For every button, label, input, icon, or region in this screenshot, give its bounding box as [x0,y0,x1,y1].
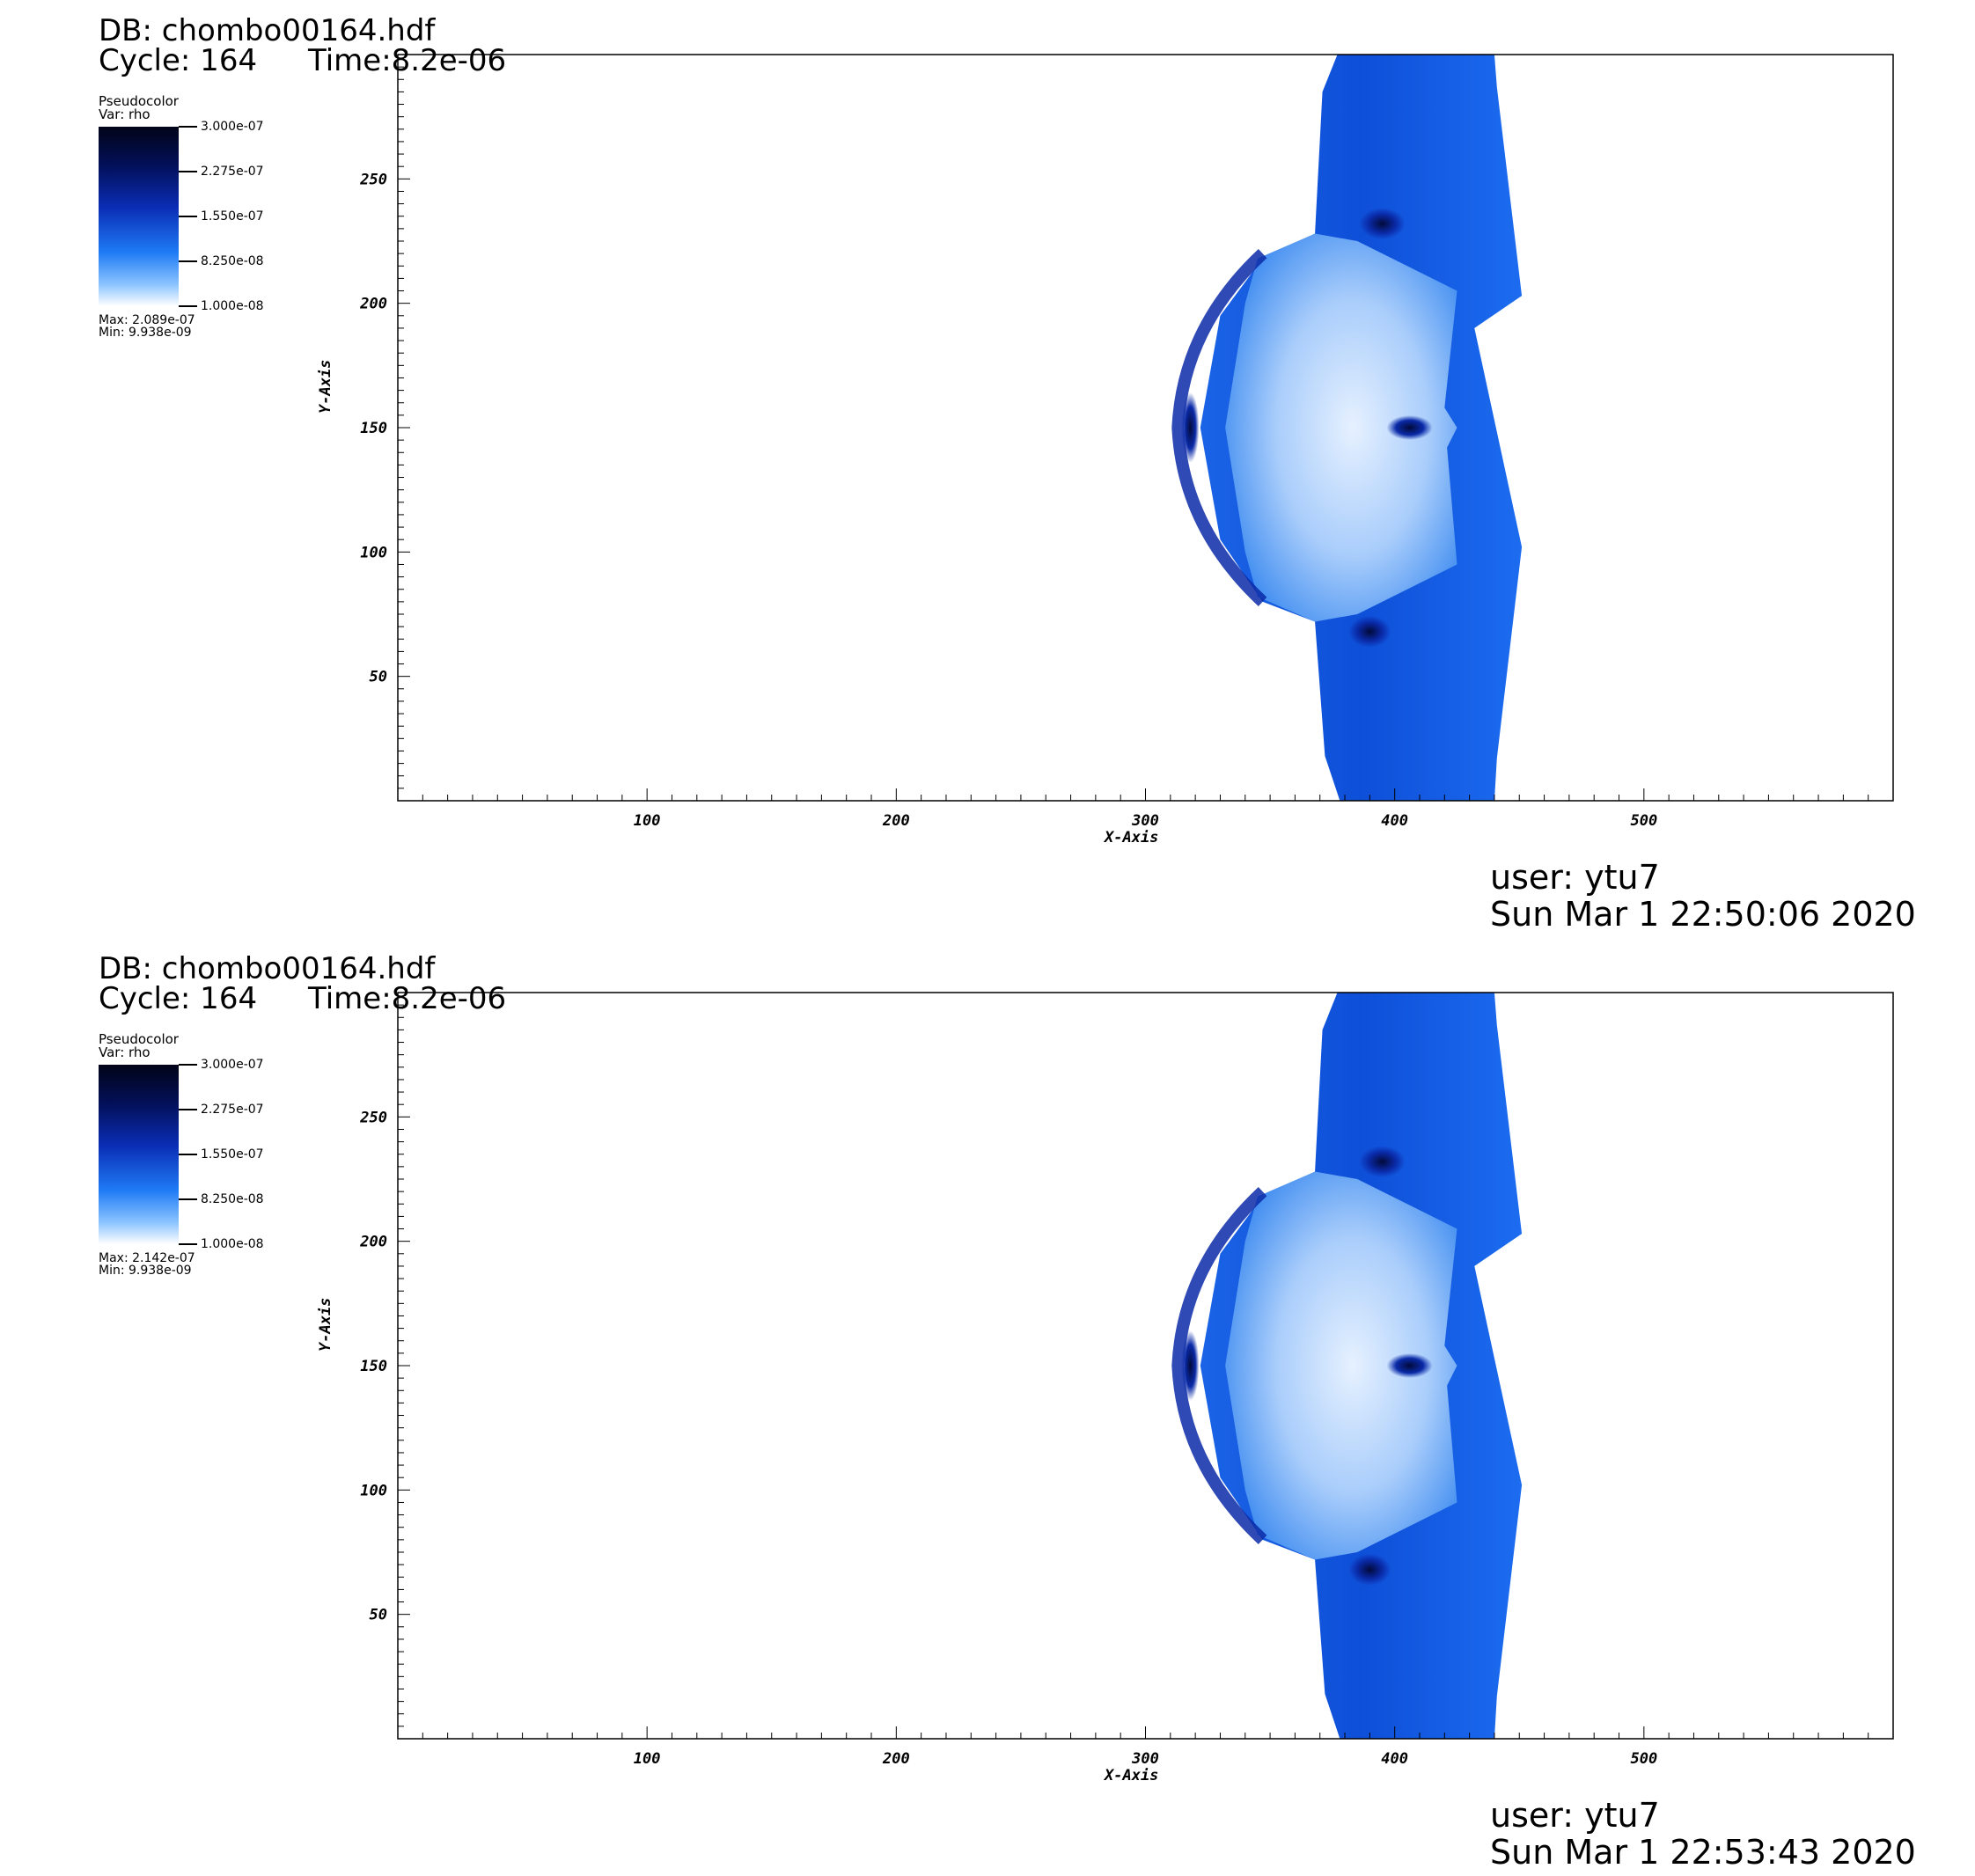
time-label: Time:8.2e-06 [308,43,507,78]
density-field [1171,993,1523,1739]
database-label: DB: chombo00164.hdf [99,13,436,48]
colorbar-tick-label: 3.000e-07 [201,120,264,134]
density-field [1171,55,1523,801]
density-knot [1386,415,1433,440]
colorbar-tick-label: 1.000e-08 [201,299,264,313]
user-label: user: ytu7 [1490,858,1660,897]
colorbar-tick-label: 2.275e-07 [201,165,264,179]
bow-shock-rim [1171,249,1267,606]
colorbar-tick [179,1064,197,1066]
legend-min: Min: 9.938e-09 [99,1264,192,1278]
y-tick-label: 200 [359,1234,387,1251]
density-knot [1181,392,1200,463]
colorbar-tick-label: 8.250e-08 [201,254,264,268]
rarefied-bubble [1225,1171,1457,1560]
heatmap-plot: 100 200 300 400 500 50 100 150 200 250 [359,54,1894,830]
y-tick-label: 150 [360,420,387,437]
plot-frame [397,54,1894,802]
date-label: Sun Mar 1 22:53:43 2020 [1490,1833,1916,1872]
colorbar [99,127,179,306]
colorbar-tick [179,171,197,172]
legend-max: Max: 2.142e-07 [99,1251,195,1265]
legend-variable: Var: rho [99,1044,151,1060]
y-tick-label: 100 [360,544,387,561]
plot-panel-2: DB: chombo00164.hdf Cycle: 164 Time:8.2e… [0,938,1975,1876]
colorbar-tick [179,1154,197,1155]
colorbar-tick-label: 3.000e-07 [201,1058,264,1072]
date-label: Sun Mar 1 22:50:06 2020 [1490,895,1916,934]
heatmap-plot: 100 200 300 400 500 50 100 150 200 250 [359,992,1894,1768]
x-axis-title: X-Axis [1105,1767,1159,1784]
x-axis-title: X-Axis [1105,829,1159,846]
x-tick-label: 200 [882,1750,910,1768]
colorbar-tick-label: 1.550e-07 [201,209,264,224]
colorbar-tick [179,1198,197,1200]
time-label: Time:8.2e-06 [308,981,507,1016]
density-knot [1359,208,1406,240]
density-knot [1348,1553,1391,1586]
cycle-label: Cycle: 164 [99,43,258,78]
legend-max: Max: 2.089e-07 [99,313,195,327]
colorbar [99,1065,179,1244]
y-tick-label: 100 [360,1482,387,1499]
y-tick-label: 150 [360,1358,387,1375]
x-tick-label: 300 [1131,1750,1159,1768]
x-tick-label: 300 [1131,812,1159,830]
y-tick-label: 250 [359,1109,387,1126]
x-tick-label: 100 [634,812,661,830]
y-tick-label: 50 [370,669,387,686]
rarefied-bubble [1225,233,1457,622]
colorbar-tick-label: 2.275e-07 [201,1103,264,1117]
legend-plot-type: Pseudocolor [99,1031,179,1047]
x-tick-label: 400 [1381,1750,1408,1768]
y-tick-label: 50 [370,1607,387,1624]
colorbar-tick-label: 1.000e-08 [201,1237,264,1251]
density-knot [1181,1330,1200,1401]
user-label: user: ytu7 [1490,1796,1660,1835]
y-tick-label: 250 [359,171,387,188]
y-tick-label: 200 [359,296,387,313]
x-tick-label: 500 [1630,1750,1657,1768]
colorbar-tick [179,305,197,307]
x-tick-label: 500 [1630,812,1657,830]
colorbar-tick [179,260,197,262]
x-tick-label: 400 [1381,812,1408,830]
bow-shock-rim [1171,1187,1267,1544]
x-tick-label: 100 [634,1750,661,1768]
density-knot [1348,615,1391,648]
colorbar-tick [179,126,197,128]
cycle-label: Cycle: 164 [99,981,258,1016]
database-label: DB: chombo00164.hdf [99,951,436,986]
colorbar-tick [179,1109,197,1110]
y-axis-title: Y-Axis [317,359,334,414]
density-knot [1386,1353,1433,1378]
legend-variable: Var: rho [99,106,151,122]
legend-min: Min: 9.938e-09 [99,326,192,340]
x-tick-label: 200 [882,812,910,830]
plot-frame [397,992,1894,1740]
density-knot [1359,1146,1406,1178]
colorbar-tick-label: 8.250e-08 [201,1192,264,1206]
colorbar-tick-label: 1.550e-07 [201,1147,264,1162]
legend-plot-type: Pseudocolor [99,93,179,109]
colorbar-tick [179,1243,197,1245]
colorbar-tick [179,216,197,217]
y-axis-title: Y-Axis [317,1297,334,1352]
plot-panel-1: DB: chombo00164.hdf Cycle: 164 Time:8.2e… [99,13,1916,934]
